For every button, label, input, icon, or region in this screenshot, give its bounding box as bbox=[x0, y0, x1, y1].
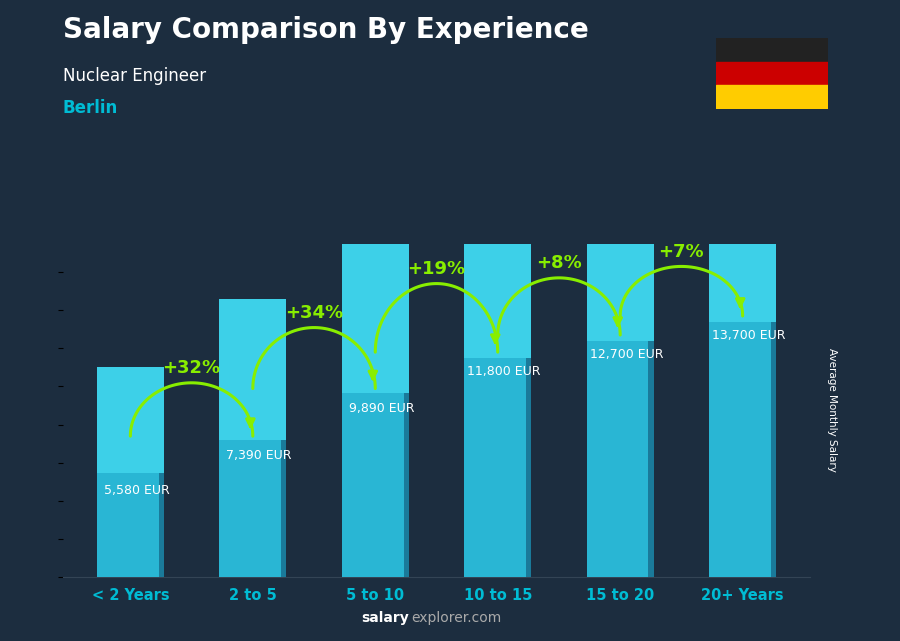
Bar bbox=[96, 470, 164, 577]
Y-axis label: Average Monthly Salary: Average Monthly Salary bbox=[827, 348, 837, 472]
Bar bbox=[716, 85, 828, 109]
Bar bbox=[464, 133, 531, 358]
Bar bbox=[526, 352, 531, 577]
Bar bbox=[281, 436, 286, 577]
Text: +7%: +7% bbox=[659, 243, 704, 261]
Text: Salary Comparison By Experience: Salary Comparison By Experience bbox=[63, 16, 589, 44]
Bar bbox=[158, 470, 164, 577]
Text: Berlin: Berlin bbox=[63, 99, 118, 117]
Bar bbox=[403, 388, 409, 577]
Text: 11,800 EUR: 11,800 EUR bbox=[467, 365, 541, 378]
Text: +32%: +32% bbox=[163, 359, 220, 377]
Bar bbox=[709, 62, 777, 322]
Bar bbox=[587, 99, 654, 341]
Bar bbox=[342, 388, 409, 577]
Bar bbox=[587, 335, 654, 577]
Text: 5,580 EUR: 5,580 EUR bbox=[104, 484, 169, 497]
Text: 9,890 EUR: 9,890 EUR bbox=[348, 402, 414, 415]
Bar bbox=[464, 352, 531, 577]
Bar bbox=[709, 316, 777, 577]
Text: Nuclear Engineer: Nuclear Engineer bbox=[63, 67, 206, 85]
Text: 12,700 EUR: 12,700 EUR bbox=[590, 348, 663, 362]
Text: +8%: +8% bbox=[536, 254, 581, 272]
Text: 13,700 EUR: 13,700 EUR bbox=[712, 329, 786, 342]
Text: explorer.com: explorer.com bbox=[411, 611, 501, 625]
Text: +19%: +19% bbox=[408, 260, 465, 278]
Bar bbox=[649, 335, 654, 577]
Bar bbox=[342, 205, 409, 393]
Text: salary: salary bbox=[362, 611, 410, 625]
Bar bbox=[219, 436, 286, 577]
Text: 7,390 EUR: 7,390 EUR bbox=[226, 449, 292, 462]
Bar bbox=[219, 299, 286, 440]
Bar bbox=[716, 38, 828, 62]
Bar bbox=[771, 316, 777, 577]
Bar bbox=[716, 62, 828, 85]
Bar bbox=[96, 367, 164, 473]
Text: +34%: +34% bbox=[285, 304, 343, 322]
